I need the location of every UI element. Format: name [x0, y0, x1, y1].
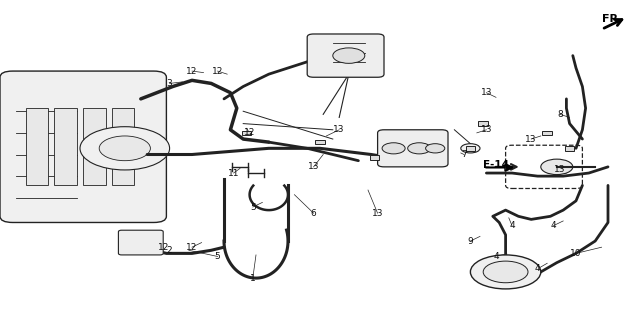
Text: 13: 13 [481, 125, 492, 134]
Text: 12: 12 [186, 66, 198, 76]
Circle shape [483, 261, 528, 283]
Text: 4: 4 [551, 221, 556, 230]
Circle shape [461, 144, 480, 153]
Text: 13: 13 [525, 134, 537, 144]
Text: 9: 9 [468, 236, 473, 246]
FancyBboxPatch shape [378, 130, 448, 167]
Text: 13: 13 [481, 88, 492, 97]
Bar [112, 108, 134, 185]
Circle shape [408, 143, 431, 154]
Text: 4: 4 [535, 264, 540, 273]
Text: 11: 11 [228, 168, 239, 178]
Text: 3: 3 [167, 79, 172, 88]
Text: E-14: E-14 [483, 160, 509, 170]
Circle shape [470, 255, 541, 289]
Text: 12: 12 [212, 66, 223, 76]
Text: 13: 13 [554, 165, 566, 175]
FancyBboxPatch shape [307, 34, 384, 77]
Text: FR.: FR. [602, 14, 622, 23]
Text: 13: 13 [308, 162, 319, 171]
Text: 4: 4 [493, 252, 499, 261]
Circle shape [541, 159, 573, 175]
Text: 8: 8 [557, 110, 563, 119]
Bar [83, 108, 106, 185]
Bar [54, 108, 77, 185]
Text: 12: 12 [157, 243, 169, 252]
Text: 5: 5 [250, 202, 255, 212]
Text: 10: 10 [570, 249, 582, 258]
Bar [315, 140, 324, 145]
Text: 2: 2 [167, 246, 172, 255]
Circle shape [80, 127, 170, 170]
Bar [242, 131, 251, 135]
Bar [370, 155, 380, 160]
Text: 5: 5 [215, 252, 220, 261]
Text: 6: 6 [311, 209, 316, 218]
Text: 7: 7 [461, 150, 467, 159]
Bar [565, 146, 575, 151]
Bar [479, 121, 488, 126]
Text: 13: 13 [333, 125, 345, 134]
Text: 4: 4 [509, 221, 515, 230]
Text: 13: 13 [372, 209, 383, 218]
Circle shape [333, 48, 365, 63]
Circle shape [382, 143, 405, 154]
FancyBboxPatch shape [118, 230, 163, 255]
Text: 12: 12 [244, 128, 255, 138]
Text: 1: 1 [250, 273, 255, 283]
Bar [543, 131, 552, 135]
FancyBboxPatch shape [0, 71, 166, 222]
Bar [466, 146, 476, 151]
Circle shape [99, 136, 150, 161]
Circle shape [426, 144, 445, 153]
Text: 12: 12 [186, 243, 198, 252]
Bar [26, 108, 48, 185]
